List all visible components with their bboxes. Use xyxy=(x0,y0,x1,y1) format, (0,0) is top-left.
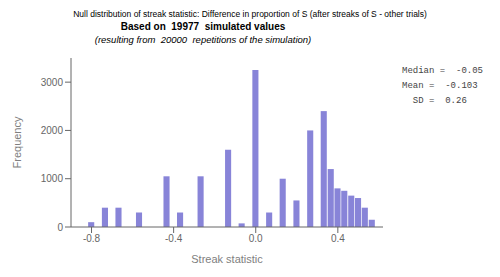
html-text:Null distribution of streak st: Null distribution of streak statistic: D… xyxy=(73,9,427,19)
svg-text:Frequency: Frequency xyxy=(11,116,23,168)
svg-text:2000: 2000 xyxy=(41,125,64,136)
svg-text:-0.8: -0.8 xyxy=(83,233,101,244)
html-text:Median = -0.05 Mean = -0.103 S: Median = -0.05 Mean = -0.103 SD = 0.26 xyxy=(402,66,483,106)
svg-text:0.4: 0.4 xyxy=(331,233,345,244)
svg-text:-0.4: -0.4 xyxy=(165,233,183,244)
svg-text:Streak statistic: Streak statistic xyxy=(191,253,263,265)
svg-text:1000: 1000 xyxy=(41,173,64,184)
html-text:(resulting from 20000 repetiti: (resulting from 20000 repetitions of the… xyxy=(94,34,312,45)
svg-text:0.0: 0.0 xyxy=(249,233,263,244)
svg-text:0: 0 xyxy=(57,222,63,233)
svg-text:3000: 3000 xyxy=(41,77,64,88)
html-text:Based on 19977 simulated value: Based on 19977 simulated values xyxy=(120,21,286,32)
